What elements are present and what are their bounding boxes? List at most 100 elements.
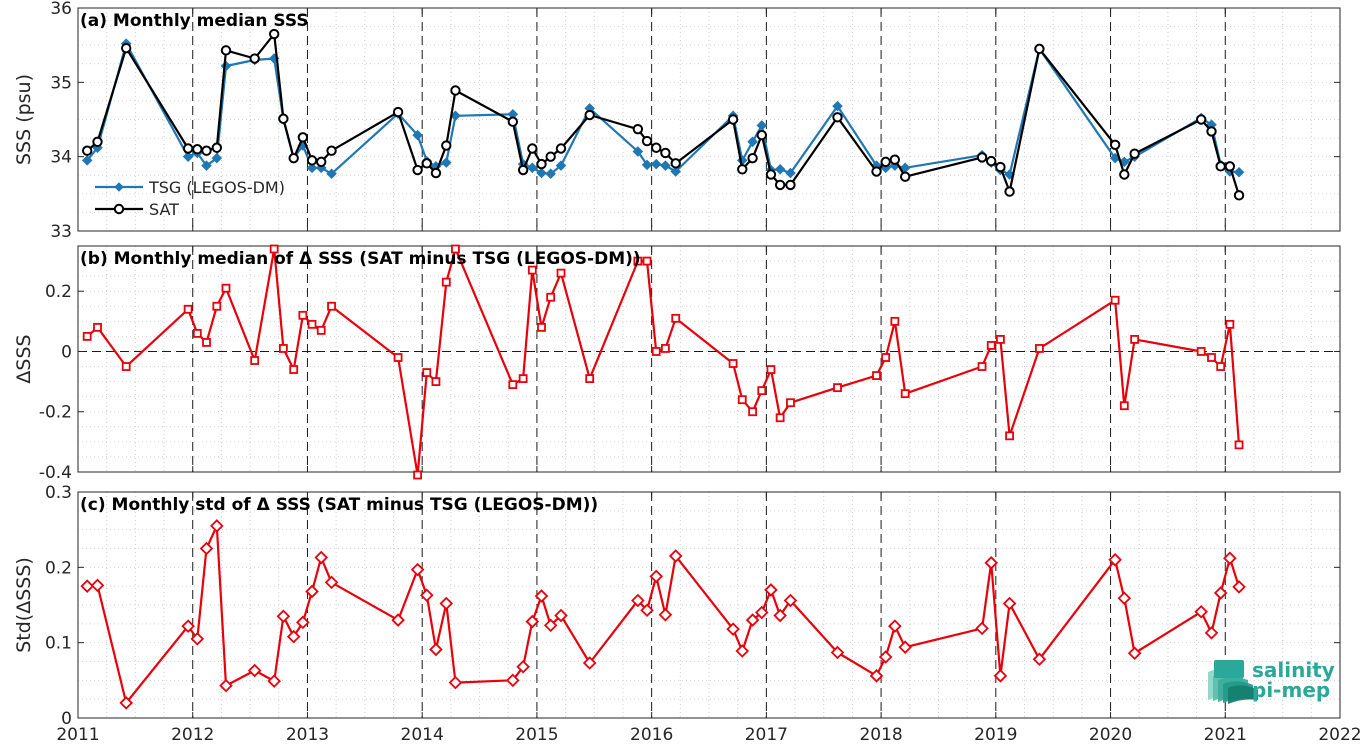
data-point bbox=[872, 371, 881, 380]
y-tick-label: 0.3 bbox=[45, 483, 72, 503]
data-point bbox=[298, 310, 308, 320]
data-point bbox=[212, 301, 222, 311]
data-point bbox=[451, 244, 460, 254]
data-point bbox=[249, 53, 260, 64]
data-point bbox=[1206, 126, 1217, 137]
x-tick-label: 2014 bbox=[401, 725, 444, 745]
data-point bbox=[431, 377, 441, 387]
data-point bbox=[899, 171, 911, 182]
panel-title: (b) Monthly median of Δ SSS (SAT minus T… bbox=[80, 249, 641, 269]
data-point bbox=[1117, 591, 1132, 605]
data-point bbox=[210, 519, 224, 533]
data-point bbox=[219, 678, 233, 693]
data-point bbox=[307, 319, 317, 329]
data-point bbox=[288, 152, 299, 164]
data-point bbox=[441, 140, 452, 151]
data-point bbox=[585, 374, 595, 383]
data-point bbox=[324, 575, 339, 590]
data-point bbox=[555, 160, 567, 171]
data-point bbox=[765, 169, 777, 180]
data-point bbox=[525, 614, 540, 629]
axes-box bbox=[77, 245, 1341, 473]
data-point bbox=[1034, 43, 1045, 55]
legend-label-sat: SAT bbox=[149, 200, 179, 219]
data-point bbox=[728, 359, 738, 368]
data-point bbox=[773, 608, 787, 623]
data-point bbox=[1196, 347, 1206, 356]
panel-b: -0.4 -0.2 0 0.2 ΔSSS (b) Monthly median of Δ … bbox=[13, 244, 1341, 483]
data-point bbox=[747, 136, 758, 148]
data-point bbox=[975, 621, 989, 636]
data-point bbox=[832, 112, 843, 123]
data-point bbox=[871, 166, 882, 177]
data-point bbox=[412, 129, 423, 141]
x-tick-label: 2019 bbox=[974, 725, 1017, 745]
data-point bbox=[201, 160, 212, 171]
y-tick-label: 33 bbox=[50, 222, 72, 242]
data-point bbox=[537, 322, 546, 332]
data-point bbox=[430, 167, 442, 179]
data-point bbox=[670, 166, 682, 177]
data-point bbox=[247, 663, 262, 678]
data-point bbox=[900, 389, 910, 399]
data-point bbox=[82, 331, 92, 341]
data-point bbox=[90, 578, 105, 593]
legend-label-tsg: TSG (LEGOS-DM) bbox=[148, 178, 285, 197]
data-point bbox=[660, 147, 671, 159]
data-point bbox=[410, 562, 425, 577]
data-point bbox=[1127, 646, 1142, 660]
y-tick-label: 35 bbox=[50, 73, 72, 93]
data-point bbox=[745, 613, 760, 627]
data-point bbox=[450, 110, 461, 122]
logo-block-icon bbox=[1214, 660, 1244, 678]
data-point bbox=[986, 341, 996, 350]
data-point bbox=[869, 669, 884, 683]
data-point bbox=[391, 613, 405, 627]
data-point bbox=[737, 164, 748, 175]
data-point bbox=[888, 619, 902, 633]
data-point bbox=[641, 135, 653, 147]
data-point bbox=[757, 386, 767, 396]
data-point bbox=[192, 144, 203, 155]
x-tick-label: 2016 bbox=[630, 725, 673, 745]
data-point bbox=[976, 152, 988, 163]
series-c-0 bbox=[80, 519, 1246, 710]
data-point bbox=[554, 608, 568, 623]
data-point bbox=[1225, 319, 1235, 329]
data-point bbox=[641, 159, 653, 171]
data-point bbox=[305, 584, 319, 599]
data-point bbox=[120, 42, 132, 54]
logo-wave-icon bbox=[1228, 685, 1258, 704]
data-point bbox=[508, 380, 518, 390]
data-point bbox=[737, 395, 747, 405]
data-point bbox=[441, 157, 452, 168]
data-point bbox=[786, 398, 795, 408]
y-axis-label: Std(ΔSSS) bbox=[13, 557, 35, 653]
data-point bbox=[1194, 605, 1208, 619]
y-tick-label: 0 bbox=[61, 342, 72, 362]
legend-marker-tsg bbox=[114, 182, 124, 192]
data-point bbox=[192, 328, 202, 338]
data-point bbox=[269, 244, 279, 254]
data-point bbox=[121, 362, 131, 371]
data-point bbox=[986, 155, 997, 167]
y-tick-label: 34 bbox=[50, 148, 72, 168]
data-point bbox=[833, 383, 842, 393]
data-point bbox=[1129, 148, 1140, 159]
data-point bbox=[764, 583, 778, 597]
data-point bbox=[276, 609, 291, 624]
data-point bbox=[393, 353, 403, 362]
data-point bbox=[555, 143, 567, 154]
y-tick-label: -0.2 bbox=[39, 403, 72, 423]
x-tick-label: 2015 bbox=[515, 725, 558, 745]
data-point bbox=[1233, 190, 1245, 201]
data-point bbox=[1108, 553, 1122, 567]
panel-title: (c) Monthly std of Δ SSS (SAT minus TSG … bbox=[80, 495, 598, 515]
data-point bbox=[545, 151, 556, 162]
data-point bbox=[1204, 626, 1219, 640]
data-point bbox=[516, 660, 530, 674]
axes-box bbox=[77, 7, 1341, 232]
data-point bbox=[1232, 580, 1246, 594]
data-point bbox=[582, 656, 597, 670]
